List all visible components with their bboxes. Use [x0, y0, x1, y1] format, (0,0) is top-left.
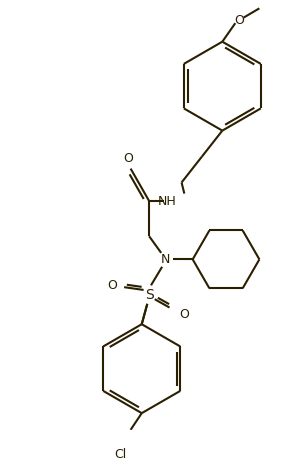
Text: O: O — [179, 308, 189, 321]
Text: O: O — [107, 279, 117, 292]
Text: NH: NH — [158, 195, 177, 207]
Text: N: N — [161, 253, 171, 266]
Text: O: O — [234, 14, 244, 27]
Text: S: S — [145, 288, 153, 301]
Text: Cl: Cl — [114, 449, 127, 461]
Text: O: O — [123, 152, 133, 165]
